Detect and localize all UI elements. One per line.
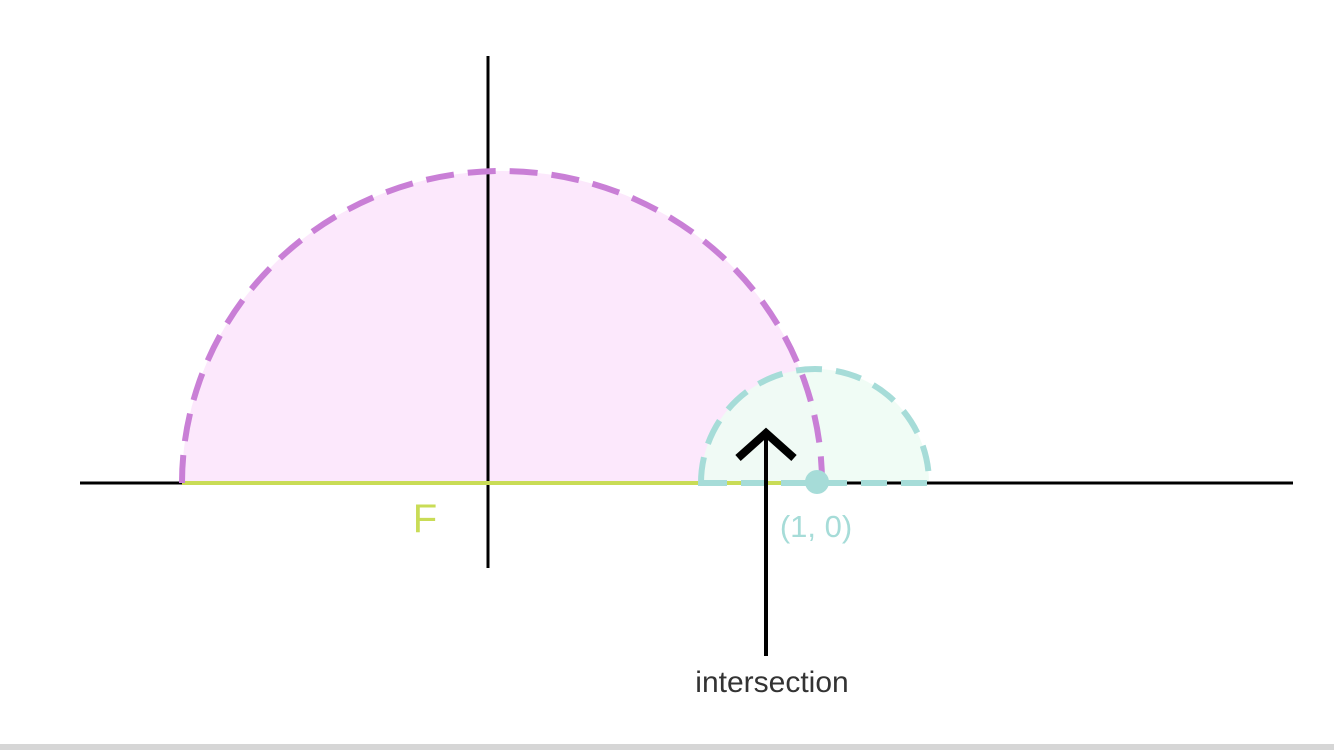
point-1-0 <box>805 470 829 494</box>
intersection-arrow <box>735 427 797 656</box>
bottom-border <box>0 744 1334 750</box>
point-label: (1, 0) <box>780 509 852 544</box>
large-half-disk-fill <box>182 171 822 483</box>
intersection-label: intersection <box>695 666 848 699</box>
region-label-F: F <box>413 497 437 541</box>
small-half-disk-boundary <box>697 366 933 486</box>
